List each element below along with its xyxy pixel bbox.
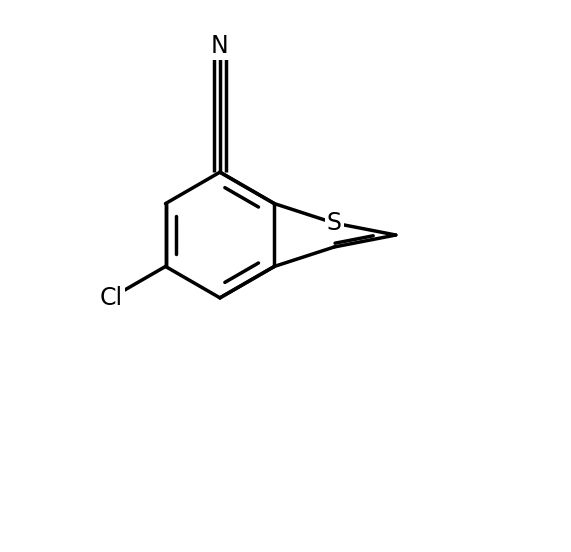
Text: Cl: Cl <box>99 286 123 310</box>
Text: N: N <box>211 34 229 59</box>
Text: S: S <box>327 211 341 235</box>
